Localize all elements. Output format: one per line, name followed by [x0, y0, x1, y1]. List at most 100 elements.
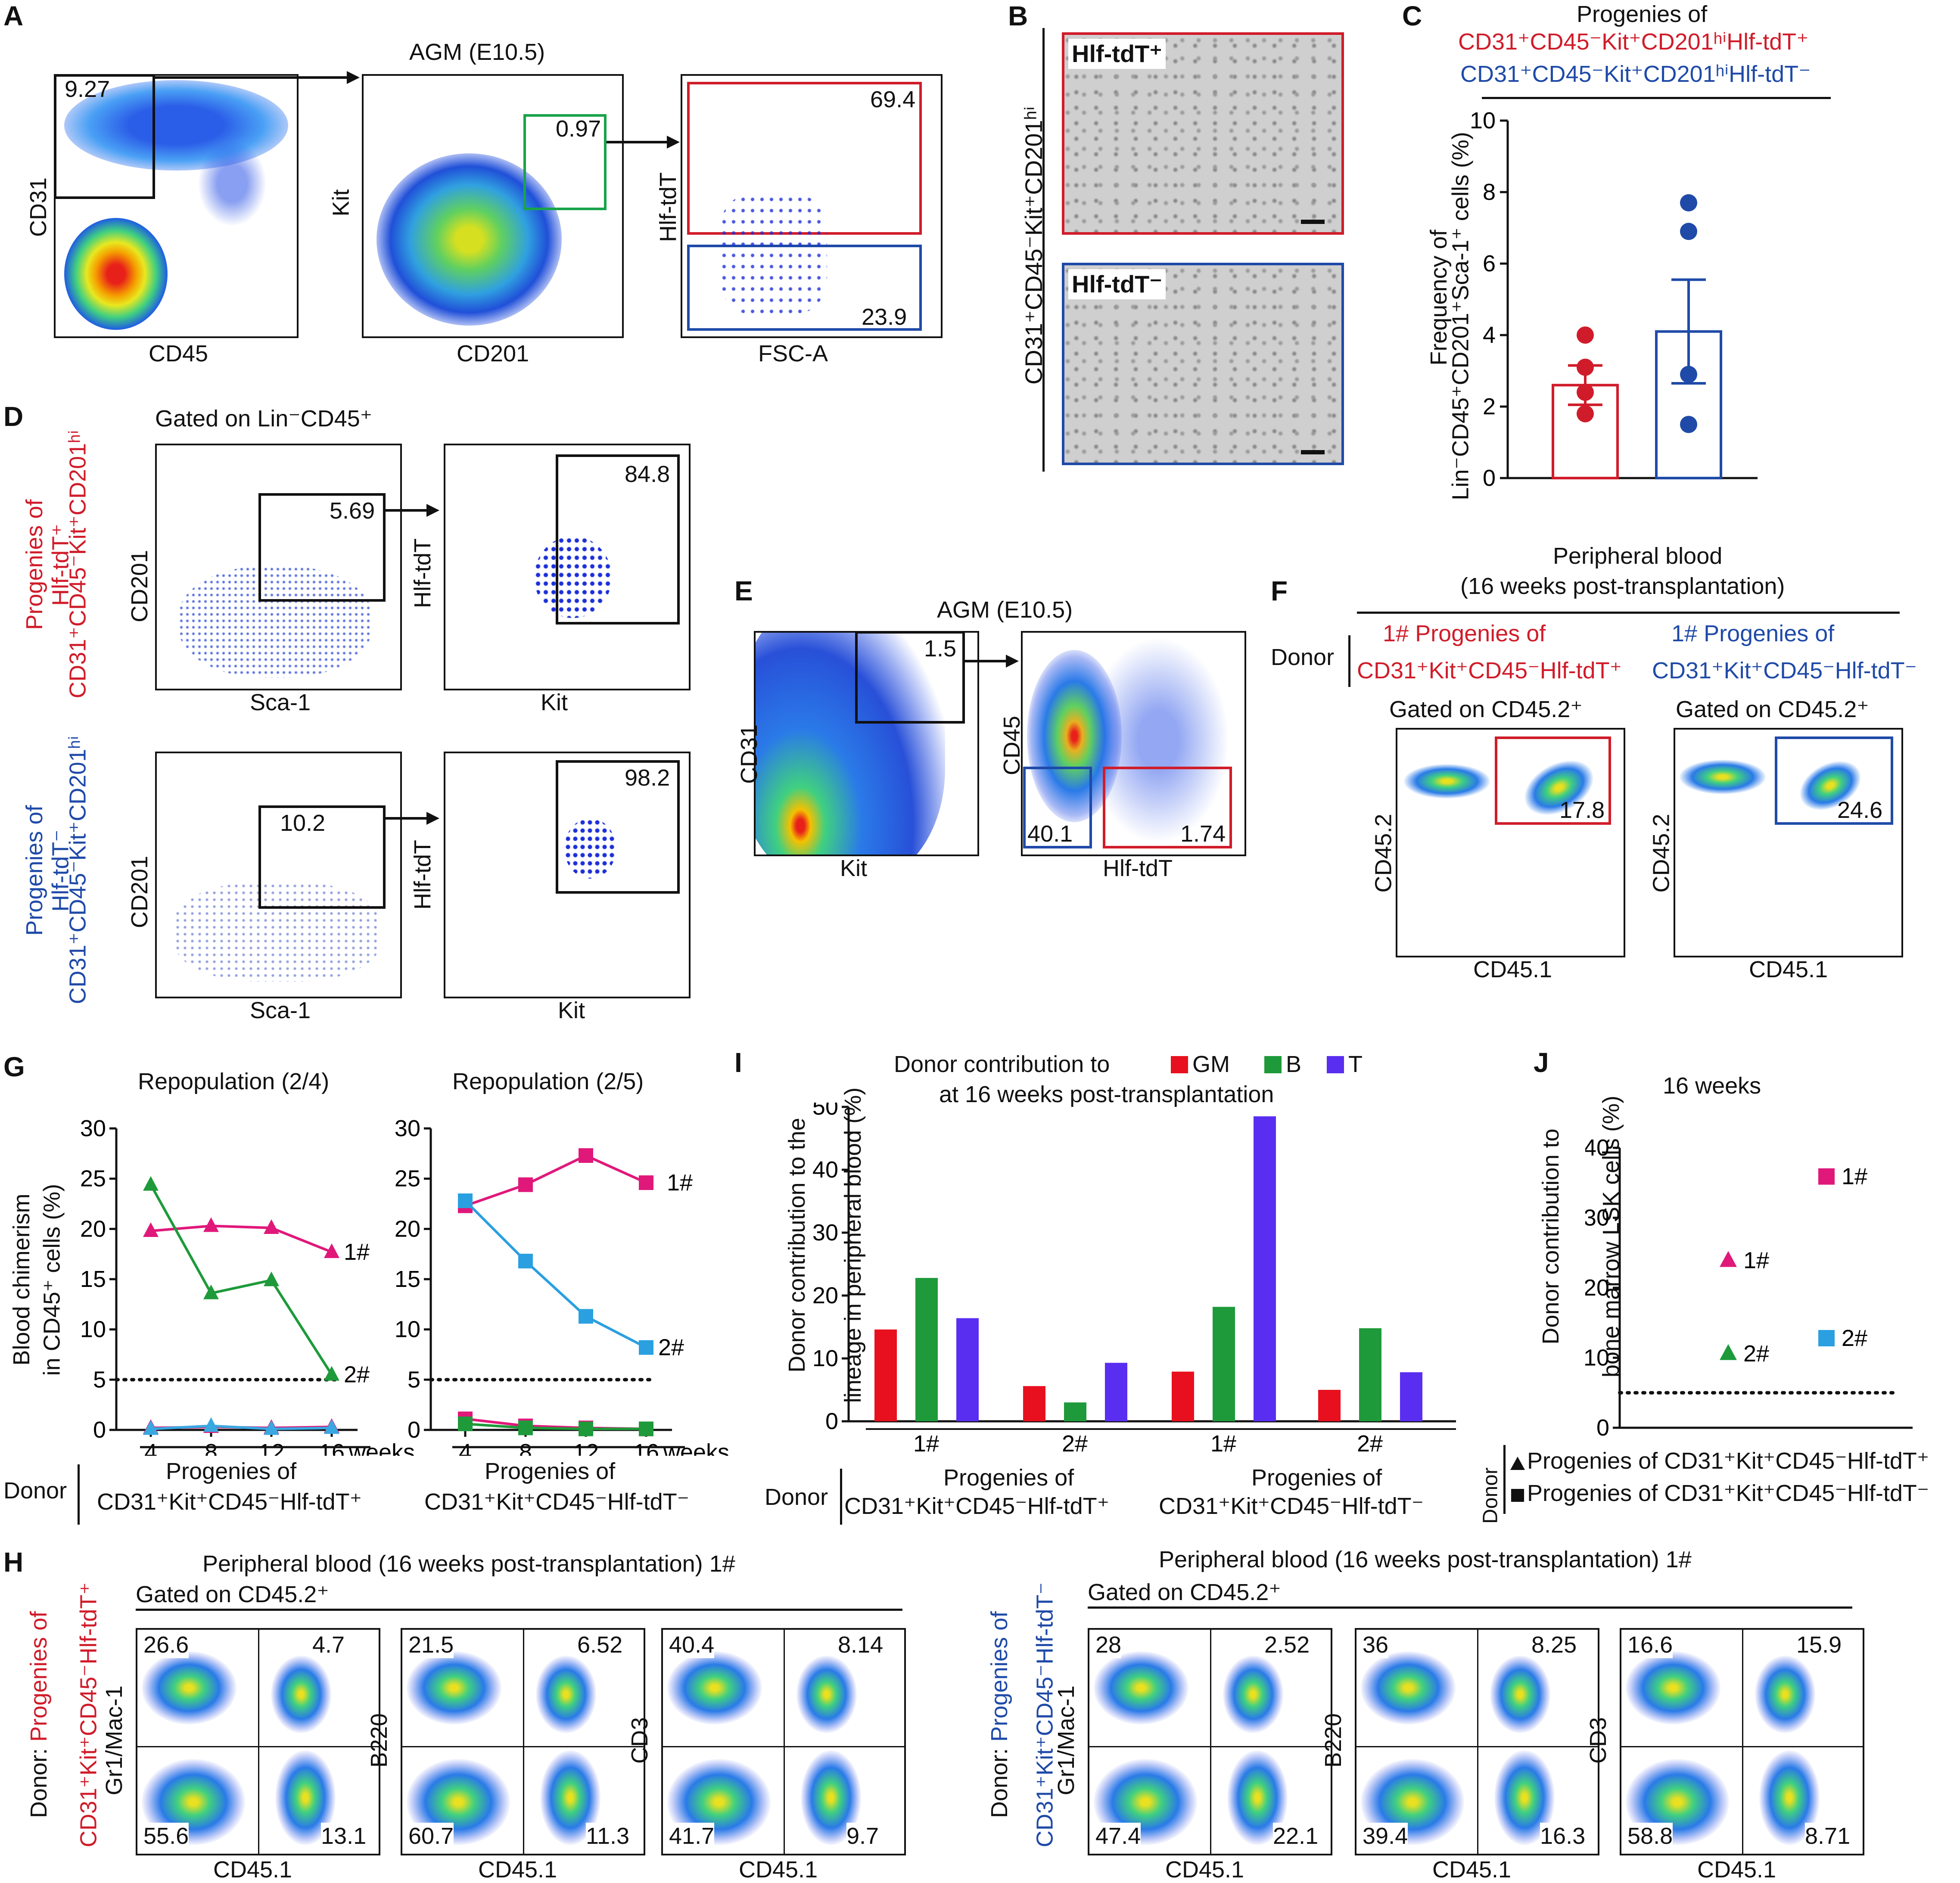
g-data-point [203, 1217, 219, 1232]
panel-label-d: D [3, 401, 24, 432]
panel-d-p4-xlabel: Kit [558, 997, 585, 1023]
panel-g-donor-bar [78, 1464, 80, 1525]
panel-i-prog2: Progenies of [1251, 1465, 1382, 1491]
h-quadrant-plot [661, 1628, 906, 1855]
i-y-tick-label: 20 [812, 1283, 838, 1308]
g-data-point [143, 1176, 159, 1191]
i-bar [956, 1318, 979, 1421]
panel-h-rule-left [136, 1609, 902, 1611]
panel-a-gate3-top-value: 69.4 [870, 87, 916, 112]
panel-e-plot1 [754, 631, 979, 856]
i-bar [1359, 1328, 1381, 1421]
panel-a-gate1-value: 9.27 [65, 76, 110, 102]
g-y-tick-label: 0 [93, 1417, 106, 1443]
g-series-line [150, 1224, 333, 1253]
panel-f-gated2: Gated on CD45.2⁺ [1676, 696, 1869, 722]
panel-d-plot3 [155, 752, 402, 998]
g-data-point [203, 1284, 219, 1299]
j-point-label: 1# [1842, 1164, 1867, 1190]
panel-b-label-pos: Hlf-tdT⁺ [1068, 39, 1166, 69]
panel-f-plot1 [1396, 728, 1625, 957]
i-bar [915, 1278, 938, 1421]
g-series-line [149, 1184, 333, 1376]
panel-d-gate2-value: 84.8 [625, 461, 670, 487]
g-data-point [324, 1366, 339, 1381]
panel-a-gate2-value: 0.97 [556, 116, 601, 142]
panel-g-ylabel1: Blood chimerism [9, 1193, 34, 1366]
panel-h-title-left: Peripheral blood (16 weeks post-transpla… [202, 1551, 735, 1577]
i-bar [874, 1329, 897, 1421]
g-series-label: 2# [344, 1362, 370, 1388]
g-y-tick-label: 10 [395, 1317, 420, 1342]
panel-d-arrows [386, 504, 439, 825]
panel-d-gate3-value: 10.2 [280, 810, 326, 836]
panel-c-legend1: CD31⁺CD45⁻Kit⁺CD201ʰⁱHlf-tdT⁺ [1458, 29, 1809, 55]
i-bar [1172, 1371, 1194, 1421]
j-y-tick-label: 0 [1596, 1415, 1609, 1439]
g-data-point [264, 1271, 279, 1286]
panel-j-ylabel1: Donor contribution to [1538, 1128, 1564, 1345]
g-y-tick-label: 25 [80, 1166, 106, 1192]
i-bar [1400, 1372, 1422, 1421]
h-quadrant-plot [401, 1628, 645, 1855]
panel-label-i: I [734, 1047, 742, 1078]
j-data-point [1818, 1168, 1835, 1185]
h-quadrant-plot [1088, 1628, 1332, 1855]
panel-f-donor: Donor [1271, 644, 1335, 670]
panel-f-col1-b: CD31⁺Kit⁺CD45⁻Hlf-tdT⁺ [1357, 658, 1622, 684]
panel-label-h: H [3, 1547, 24, 1578]
panel-f-col2-a: 1# Progenies of [1671, 621, 1835, 646]
g-data-point [579, 1421, 593, 1436]
c-data-point [1577, 383, 1594, 401]
h-quadrant-value: 9.7 [846, 1823, 879, 1849]
h-quadrant-value: 40.4 [669, 1631, 715, 1658]
g-data-point [458, 1417, 473, 1431]
i-category-label: 1# [1210, 1431, 1236, 1456]
panel-f-gated1: Gated on CD45.2⁺ [1389, 696, 1583, 722]
panel-d-p4-dots [564, 818, 616, 879]
i-y-tick-label: 40 [812, 1157, 838, 1183]
panel-a-plot1 [54, 74, 299, 338]
panel-a-gate1 [54, 74, 155, 199]
c-data-point [1680, 416, 1697, 433]
panel-g-ylabel2: in CD45⁺ cells (%) [39, 1184, 65, 1376]
h-quadrant-value: 41.7 [669, 1823, 715, 1849]
i-category-label: 2# [1357, 1431, 1383, 1456]
h-quadrant-value: 15.9 [1796, 1631, 1842, 1658]
c-y-tick-label: 0 [1483, 465, 1496, 487]
panel-d-p3-xlabel: Sca-1 [250, 997, 311, 1023]
panel-j-legend-triangle-icon [1510, 1457, 1525, 1470]
panel-f-rule [1357, 612, 1900, 614]
panel-f-col2-b: CD31⁺Kit⁺CD45⁻Hlf-tdT⁻ [1652, 658, 1917, 684]
g-data-point [579, 1309, 593, 1324]
g-series-line [150, 1424, 332, 1430]
panel-i-donor-bar [840, 1469, 842, 1525]
panel-e-title: AGM (E10.5) [937, 597, 1073, 623]
i-bar [1254, 1116, 1276, 1421]
panel-i-donor: Donor [765, 1484, 828, 1510]
i-bar [1105, 1363, 1127, 1421]
i-bar [1023, 1386, 1045, 1421]
h-quadrant-plot [1620, 1628, 1864, 1855]
h-quadrant-value: 13.1 [321, 1823, 367, 1849]
panel-g-prog2: Progenies of [485, 1458, 616, 1484]
g-y-tick-label: 0 [408, 1417, 420, 1443]
panel-label-b: B [1008, 0, 1028, 31]
panel-f-title2: (16 weeks post-transplantation) [1460, 573, 1785, 599]
panel-f-plot2 [1674, 728, 1903, 957]
panel-e-gate1 [855, 631, 965, 724]
panel-e-arrow [965, 655, 1019, 668]
panel-label-e: E [734, 575, 753, 606]
c-data-point [1577, 326, 1594, 344]
h-quadrant-value: 55.6 [143, 1823, 189, 1849]
panel-j-legend-square-icon [1511, 1489, 1524, 1502]
panel-g-title1: Repopulation (2/4) [138, 1069, 330, 1094]
panel-j-donor: Donor [1479, 1467, 1502, 1524]
h-quadrant-value: 22.1 [1273, 1823, 1319, 1849]
g-data-point [264, 1420, 279, 1435]
panel-a-plot2 [362, 74, 624, 338]
h-quadrant-value: 11.3 [586, 1823, 630, 1849]
panel-d-p3-ylabel: CD201 [127, 855, 153, 929]
g-series-label: 2# [658, 1335, 684, 1361]
panel-f-gate1-value: 17.8 [1559, 797, 1605, 823]
